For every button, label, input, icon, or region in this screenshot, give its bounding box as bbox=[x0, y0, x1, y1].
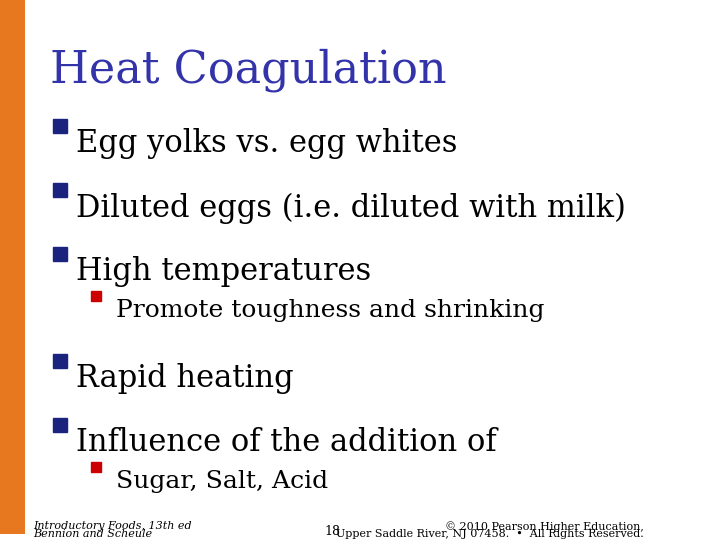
Text: 18: 18 bbox=[324, 524, 340, 537]
Text: © 2010 Pearson Higher Education,: © 2010 Pearson Higher Education, bbox=[445, 521, 644, 531]
Text: Rapid heating: Rapid heating bbox=[76, 363, 294, 394]
Text: High temperatures: High temperatures bbox=[76, 256, 372, 287]
Text: Diluted eggs (i.e. diluted with milk): Diluted eggs (i.e. diluted with milk) bbox=[76, 192, 626, 224]
Text: Promote toughness and shrinking: Promote toughness and shrinking bbox=[116, 299, 545, 322]
Text: Heat Coagulation: Heat Coagulation bbox=[50, 48, 446, 92]
Text: Influence of the addition of: Influence of the addition of bbox=[76, 427, 497, 458]
Text: Bennion and Scheule: Bennion and Scheule bbox=[33, 529, 153, 539]
Text: Introductory Foods, 13th ed: Introductory Foods, 13th ed bbox=[33, 521, 192, 531]
FancyBboxPatch shape bbox=[0, 0, 25, 534]
Text: Sugar, Salt, Acid: Sugar, Salt, Acid bbox=[116, 470, 328, 493]
Text: Egg yolks vs. egg whites: Egg yolks vs. egg whites bbox=[76, 128, 458, 159]
Text: Upper Saddle River, NJ 07458.  •  All Rights Reserved.: Upper Saddle River, NJ 07458. • All Righ… bbox=[336, 529, 644, 539]
